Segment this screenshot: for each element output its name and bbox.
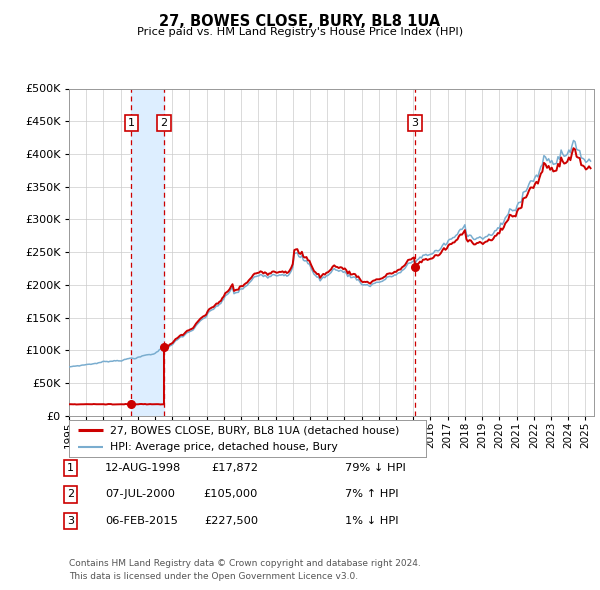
Text: 07-JUL-2000: 07-JUL-2000: [105, 490, 175, 499]
Text: £105,000: £105,000: [203, 490, 258, 499]
Bar: [131, 88, 164, 416]
Text: This data is licensed under the Open Government Licence v3.0.: This data is licensed under the Open Gov…: [69, 572, 358, 581]
Text: 06-FEB-2015: 06-FEB-2015: [105, 516, 178, 526]
Text: 3: 3: [412, 118, 418, 128]
Text: £17,872: £17,872: [211, 463, 258, 473]
Text: 2: 2: [160, 118, 167, 128]
Text: 3: 3: [67, 516, 74, 526]
Text: 1% ↓ HPI: 1% ↓ HPI: [345, 516, 398, 526]
Text: Contains HM Land Registry data © Crown copyright and database right 2024.: Contains HM Land Registry data © Crown c…: [69, 559, 421, 568]
Text: 12-AUG-1998: 12-AUG-1998: [105, 463, 181, 473]
Text: 1: 1: [67, 463, 74, 473]
Text: Price paid vs. HM Land Registry's House Price Index (HPI): Price paid vs. HM Land Registry's House …: [137, 27, 463, 37]
Text: HPI: Average price, detached house, Bury: HPI: Average price, detached house, Bury: [110, 442, 338, 452]
Text: 27, BOWES CLOSE, BURY, BL8 1UA: 27, BOWES CLOSE, BURY, BL8 1UA: [160, 14, 440, 29]
Text: 1: 1: [128, 118, 135, 128]
Text: 79% ↓ HPI: 79% ↓ HPI: [345, 463, 406, 473]
Text: 2: 2: [67, 490, 74, 499]
Text: £227,500: £227,500: [204, 516, 258, 526]
Text: 7% ↑ HPI: 7% ↑ HPI: [345, 490, 398, 499]
Text: 27, BOWES CLOSE, BURY, BL8 1UA (detached house): 27, BOWES CLOSE, BURY, BL8 1UA (detached…: [110, 425, 400, 435]
